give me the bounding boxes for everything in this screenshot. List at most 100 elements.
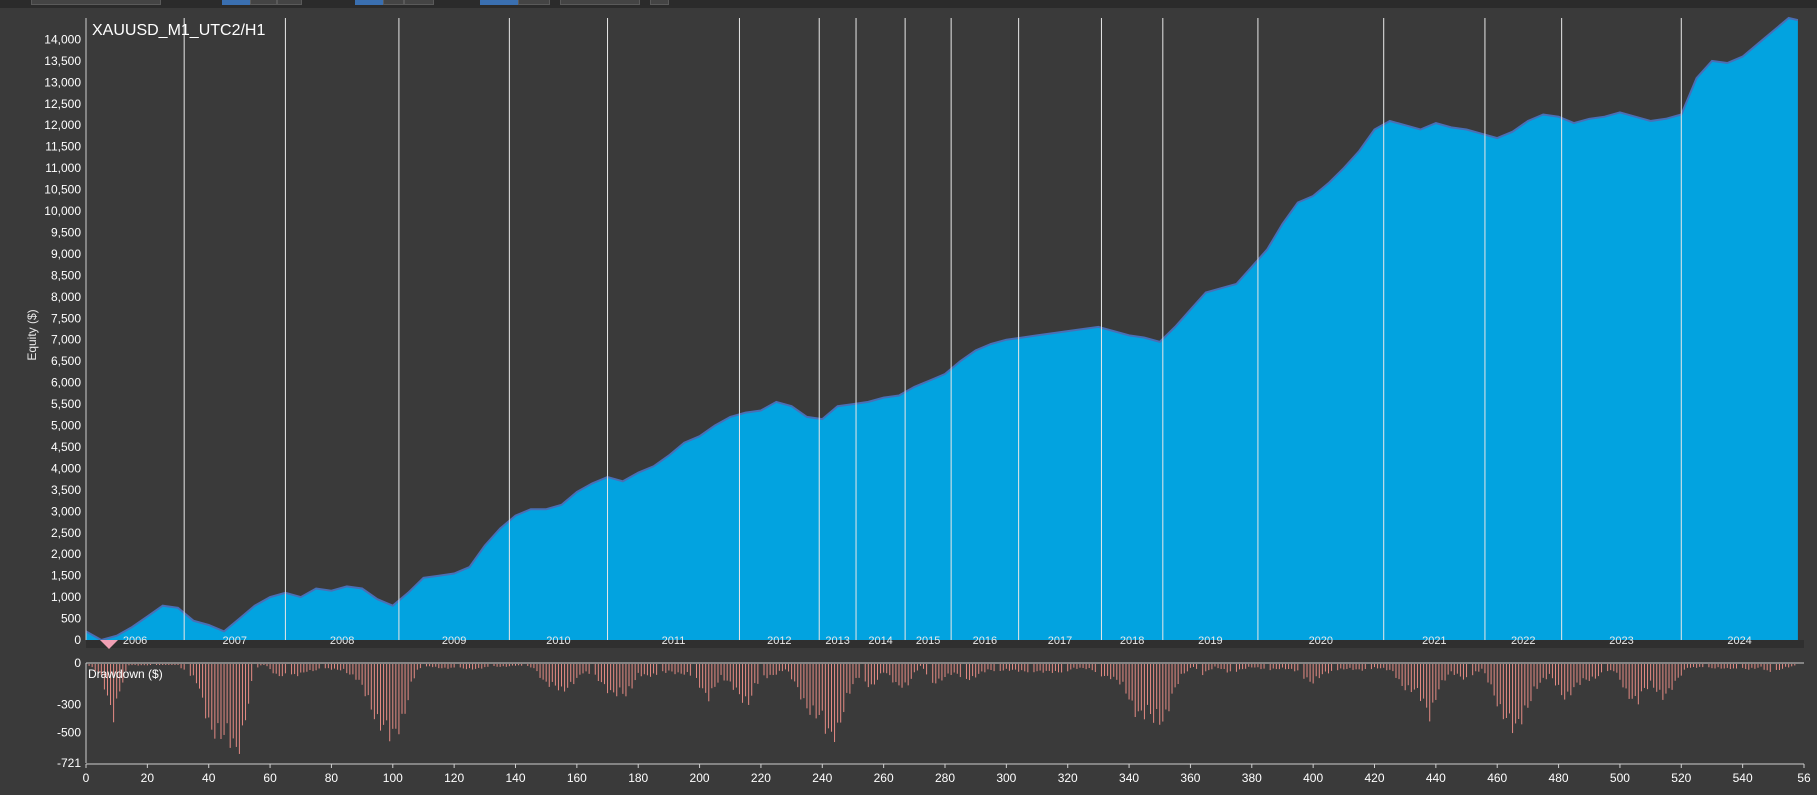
y-axis-label: Equity ($) bbox=[25, 309, 39, 360]
x-tick-label: 120 bbox=[444, 771, 464, 785]
year-label: 2015 bbox=[916, 635, 940, 647]
y-tick-label: 10,000 bbox=[44, 204, 81, 218]
y-tick-label: 9,000 bbox=[51, 247, 81, 261]
y-tick-label: 13,500 bbox=[44, 54, 81, 68]
year-label: 2011 bbox=[662, 635, 686, 647]
y-tick-label: 11,000 bbox=[45, 161, 81, 175]
x-tick-label: 100 bbox=[383, 771, 403, 785]
year-label: 2008 bbox=[330, 635, 354, 647]
x-tick-label: 420 bbox=[1364, 771, 1384, 785]
year-label: 2006 bbox=[123, 635, 147, 647]
y-tick-label: 12,000 bbox=[44, 118, 81, 132]
x-tick-label: 300 bbox=[996, 771, 1016, 785]
x-tick-label: 480 bbox=[1549, 771, 1569, 785]
toolbar bbox=[0, 0, 1817, 8]
y-tick-label: 8,500 bbox=[51, 268, 81, 282]
toolbar-toggle[interactable] bbox=[383, 0, 404, 5]
toolbar-dropdown[interactable] bbox=[31, 0, 161, 5]
year-label: 2021 bbox=[1422, 635, 1446, 647]
x-tick-label: 520 bbox=[1671, 771, 1691, 785]
x-tick-label: 400 bbox=[1303, 771, 1323, 785]
toolbar-toggle[interactable] bbox=[518, 0, 550, 5]
y-tick-label: 12,500 bbox=[44, 97, 81, 111]
y-tick-label: 2,500 bbox=[51, 526, 81, 540]
x-tick-label: 0 bbox=[83, 771, 90, 785]
y-tick-label: 5,500 bbox=[51, 397, 81, 411]
drawdown-tick-label: -721 bbox=[57, 756, 81, 770]
x-tick-label: 40 bbox=[202, 771, 216, 785]
equity-line bbox=[85, 16, 1799, 642]
year-band bbox=[86, 640, 1804, 648]
x-tick-label: 360 bbox=[1180, 771, 1200, 785]
y-tick-label: 0 bbox=[74, 633, 81, 647]
x-tick-label: 340 bbox=[1119, 771, 1139, 785]
x-tick-label: 160 bbox=[567, 771, 587, 785]
x-tick-label: 180 bbox=[628, 771, 648, 785]
x-tick-label: 240 bbox=[812, 771, 832, 785]
y-tick-label: 13,000 bbox=[44, 75, 81, 89]
year-label: 2009 bbox=[442, 635, 466, 647]
y-tick-label: 8,000 bbox=[51, 290, 81, 304]
chart-canvas: 2006 2007 2008 2009 2010 2011 2012 2013 2014 2015… bbox=[0, 8, 1817, 795]
x-tick-label: 260 bbox=[874, 771, 894, 785]
y-tick-label: 7,000 bbox=[51, 333, 81, 347]
drawdown-tick-label: -500 bbox=[57, 725, 81, 739]
drawdown-title: Drawdown ($) bbox=[88, 667, 163, 681]
x-tick-label: 540 bbox=[1733, 771, 1753, 785]
year-label: 2019 bbox=[1198, 635, 1222, 647]
year-label: 2007 bbox=[223, 635, 247, 647]
x-tick-label: 320 bbox=[1058, 771, 1078, 785]
y-tick-label: 3,500 bbox=[51, 483, 81, 497]
year-label: 2012 bbox=[767, 635, 791, 647]
toolbar-dropdown[interactable] bbox=[560, 0, 640, 5]
drawdown-marker-icon bbox=[100, 640, 118, 649]
y-tick-label: 10,500 bbox=[44, 183, 81, 197]
x-tick-label: 80 bbox=[325, 771, 339, 785]
equity-area bbox=[86, 18, 1798, 640]
y-tick-label: 1,500 bbox=[51, 569, 81, 583]
x-tick-label: 56 bbox=[1797, 771, 1811, 785]
y-tick-label: 4,000 bbox=[51, 461, 81, 475]
x-tick-label: 20 bbox=[141, 771, 155, 785]
y-tick-label: 6,000 bbox=[51, 376, 81, 390]
year-label: 2018 bbox=[1120, 635, 1144, 647]
y-tick-label: 2,000 bbox=[51, 547, 81, 561]
year-label: 2016 bbox=[973, 635, 997, 647]
year-label: 2023 bbox=[1609, 635, 1633, 647]
y-tick-label: 11,500 bbox=[45, 140, 81, 154]
year-label: 2013 bbox=[825, 635, 849, 647]
toolbar-toggle[interactable] bbox=[250, 0, 277, 5]
x-tick-label: 140 bbox=[505, 771, 525, 785]
x-tick-label: 500 bbox=[1610, 771, 1630, 785]
y-tick-label: 7,500 bbox=[51, 311, 81, 325]
year-label: 2022 bbox=[1511, 635, 1535, 647]
equity-panel: 2006 2007 2008 2009 2010 2011 2012 2013 2014 2015… bbox=[44, 16, 1804, 649]
x-tick-label: 460 bbox=[1487, 771, 1507, 785]
year-label: 2014 bbox=[868, 635, 892, 647]
x-tick-label: 280 bbox=[935, 771, 955, 785]
y-tick-label: 14,000 bbox=[44, 32, 81, 46]
x-tick-label: 60 bbox=[263, 771, 277, 785]
toolbar-toggle-active[interactable] bbox=[480, 0, 518, 5]
toolbar-toggle-active[interactable] bbox=[355, 0, 383, 5]
toolbar-toggle[interactable] bbox=[277, 0, 302, 5]
year-label: 2017 bbox=[1048, 635, 1072, 647]
y-tick-label: 500 bbox=[61, 612, 81, 626]
toolbar-toggle-active[interactable] bbox=[222, 0, 250, 5]
toolbar-button[interactable] bbox=[650, 0, 669, 5]
x-tick-label: 220 bbox=[751, 771, 771, 785]
y-tick-label: 5,000 bbox=[51, 419, 81, 433]
y-tick-label: 4,500 bbox=[51, 440, 81, 454]
drawdown-tick-label: -300 bbox=[57, 698, 81, 712]
y-tick-label: 3,000 bbox=[51, 504, 81, 518]
y-tick-label: 6,500 bbox=[51, 354, 81, 368]
toolbar-toggle[interactable] bbox=[404, 0, 434, 5]
chart-title: XAUUSD_M1_UTC2/H1 bbox=[92, 22, 265, 39]
x-tick-label: 380 bbox=[1242, 771, 1262, 785]
y-tick-label: 1,000 bbox=[51, 590, 81, 604]
drawdown-tick-label: 0 bbox=[74, 656, 81, 670]
y-tick-label: 9,500 bbox=[51, 225, 81, 239]
x-tick-label: 440 bbox=[1426, 771, 1446, 785]
year-label: 2024 bbox=[1727, 635, 1751, 647]
